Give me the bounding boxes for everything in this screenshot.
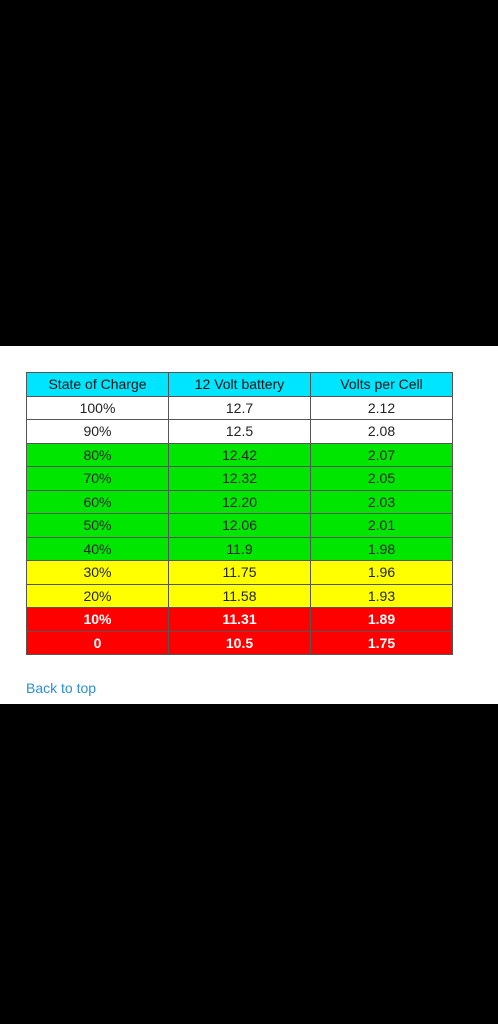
cell-state-of-charge: 20% [26,583,169,608]
cell-volts-per-cell: 2.05 [310,466,453,491]
cell-volts-per-cell: 1.75 [310,630,453,655]
cell-12-volt: 11.75 [168,560,311,585]
table-row: 80% 12.42 2.07 [26,442,453,467]
cell-state-of-charge: 100% [26,395,169,420]
cell-volts-per-cell: 2.07 [310,442,453,467]
table-row: 70% 12.32 2.05 [26,466,453,491]
cell-state-of-charge: 30% [26,560,169,585]
cell-volts-per-cell: 2.12 [310,395,453,420]
cell-12-volt: 12.42 [168,442,311,467]
table-row: 20% 11.58 1.93 [26,583,453,608]
cell-state-of-charge: 10% [26,607,169,632]
cell-12-volt: 12.5 [168,419,311,444]
cell-state-of-charge: 0 [26,630,169,655]
table-row: 60% 12.20 2.03 [26,489,453,514]
back-to-top-link[interactable]: Back to top [26,680,97,696]
header-volts-per-cell: Volts per Cell [310,372,453,397]
cell-12-volt: 12.20 [168,489,311,514]
cell-volts-per-cell: 2.03 [310,489,453,514]
cell-volts-per-cell: 2.08 [310,419,453,444]
header-state-of-charge: State of Charge [26,372,169,397]
table-row: 40% 11.9 1.98 [26,536,453,561]
cell-state-of-charge: 50% [26,513,169,538]
cell-12-volt: 11.31 [168,607,311,632]
cell-state-of-charge: 90% [26,419,169,444]
cell-12-volt: 12.32 [168,466,311,491]
table-row: 0 10.5 1.75 [26,630,453,655]
cell-state-of-charge: 70% [26,466,169,491]
cell-volts-per-cell: 2.01 [310,513,453,538]
header-12-volt-battery: 12 Volt battery [168,372,311,397]
table-row: 10% 11.31 1.89 [26,607,453,632]
cell-12-volt: 12.7 [168,395,311,420]
cell-12-volt: 11.58 [168,583,311,608]
cell-12-volt: 12.06 [168,513,311,538]
page-content: State of Charge 12 Volt battery Volts pe… [0,346,498,704]
cell-volts-per-cell: 1.98 [310,536,453,561]
cell-state-of-charge: 40% [26,536,169,561]
state-of-charge-table: State of Charge 12 Volt battery Volts pe… [26,372,453,655]
cell-12-volt: 10.5 [168,630,311,655]
table-row: 50% 12.06 2.01 [26,513,453,538]
cell-12-volt: 11.9 [168,536,311,561]
table-row: 100% 12.7 2.12 [26,395,453,420]
table-header-row: State of Charge 12 Volt battery Volts pe… [26,372,453,397]
table-row: 30% 11.75 1.96 [26,560,453,585]
cell-volts-per-cell: 1.93 [310,583,453,608]
cell-volts-per-cell: 1.89 [310,607,453,632]
cell-state-of-charge: 60% [26,489,169,514]
cell-state-of-charge: 80% [26,442,169,467]
cell-volts-per-cell: 1.96 [310,560,453,585]
table-row: 90% 12.5 2.08 [26,419,453,444]
